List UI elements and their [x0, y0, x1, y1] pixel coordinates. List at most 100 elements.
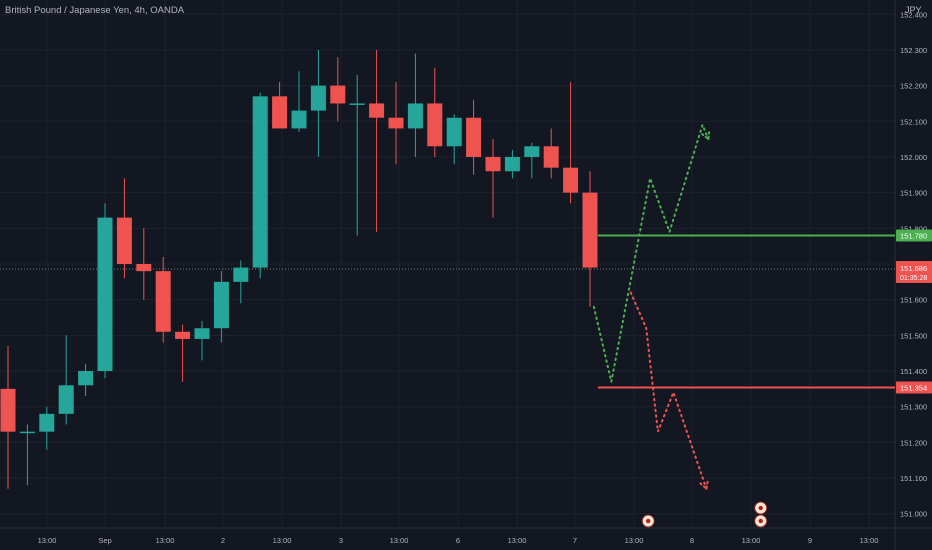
- candle-body: [446, 117, 462, 147]
- candle-body: [97, 217, 113, 372]
- y-tick-label: 152.000: [900, 153, 927, 162]
- candle-body: [407, 103, 423, 129]
- candle-body: [136, 264, 152, 272]
- y-tick-label: 152.200: [900, 82, 927, 91]
- y-tick-label: 152.100: [900, 117, 927, 126]
- candle-body: [330, 85, 346, 104]
- x-tick-label: 13:00: [860, 536, 879, 545]
- candle-body: [233, 267, 249, 282]
- y-tick-label: 151.000: [900, 510, 927, 519]
- candle-body: [78, 371, 94, 386]
- x-tick-label: 7: [573, 536, 577, 545]
- y-tick-label: 151.500: [900, 331, 927, 340]
- x-tick-label: 13:00: [742, 536, 761, 545]
- price-line-label-bg: [896, 229, 932, 242]
- candle-body: [543, 146, 559, 168]
- candle: [407, 53, 423, 157]
- x-tick-label: 13:00: [38, 536, 57, 545]
- candle: [291, 71, 307, 132]
- countdown-label: 01:35:28: [900, 275, 927, 282]
- candle: [19, 424, 35, 486]
- candle: [194, 321, 210, 361]
- candle-body: [524, 146, 540, 157]
- candle: [427, 67, 443, 157]
- event-marker-dot: [646, 518, 651, 524]
- price-line-label: 151.780: [900, 231, 927, 240]
- candle-body: [116, 217, 132, 264]
- candle-body: [39, 413, 55, 432]
- candle-body: [175, 331, 191, 339]
- candle: [175, 324, 191, 382]
- candle-body: [194, 328, 210, 339]
- y-tick-label: 151.400: [900, 367, 927, 376]
- candle: [116, 178, 132, 279]
- x-tick-label: 6: [456, 536, 460, 545]
- candle-body: [369, 103, 385, 118]
- candle-body: [155, 271, 171, 332]
- candle: [213, 271, 229, 343]
- candle-body: [291, 110, 307, 129]
- current-price-label: 151.686: [900, 264, 927, 273]
- candle: [252, 92, 268, 279]
- x-tick-label: 13:00: [273, 536, 292, 545]
- x-tick-label: 8: [690, 536, 694, 545]
- candle-body: [388, 117, 404, 129]
- candle: [155, 256, 171, 343]
- candle-body: [563, 167, 579, 193]
- candle: [233, 260, 249, 304]
- candle: [78, 363, 94, 396]
- x-tick-label: 13:00: [625, 536, 644, 545]
- x-tick-label: Sep: [98, 536, 111, 545]
- projection-down-path-arrowhead: [699, 479, 709, 491]
- candle: [310, 49, 326, 157]
- candle: [97, 203, 113, 379]
- currency-label: JPY: [905, 5, 922, 15]
- projection-up-path: [592, 121, 710, 382]
- candle-body: [213, 281, 229, 329]
- candle-body: [504, 156, 520, 172]
- y-tick-label: 151.600: [900, 296, 927, 305]
- y-tick-label: 152.300: [900, 46, 927, 55]
- candle: [272, 82, 288, 129]
- y-tick-label: 151.200: [900, 438, 927, 447]
- candle: [504, 149, 520, 179]
- event-marker-dot: [758, 518, 763, 524]
- x-tick-label: 13:00: [508, 536, 527, 545]
- candle: [58, 335, 74, 425]
- candle: [563, 82, 579, 204]
- candle: [466, 99, 482, 175]
- candle: [543, 128, 559, 179]
- current-price-label-bg: [896, 260, 932, 283]
- candle: [330, 57, 346, 122]
- event-marker-dot: [758, 505, 763, 511]
- candle: [369, 49, 385, 232]
- candle-body: [466, 117, 482, 157]
- x-tick-label: 3: [339, 536, 343, 545]
- candle: [39, 406, 55, 450]
- y-tick-label: 152.400: [900, 10, 927, 19]
- x-tick-label: 2: [221, 536, 225, 545]
- candle: [485, 139, 501, 218]
- chart-title: British Pound / Japanese Yen, 4h, OANDA: [5, 5, 185, 16]
- candle: [0, 346, 16, 489]
- x-tick-label: 13:00: [390, 536, 409, 545]
- y-tick-label: 151.900: [900, 189, 927, 198]
- y-tick-label: 151.300: [900, 403, 927, 412]
- price-line-label: 151.354: [900, 383, 927, 392]
- candle: [388, 82, 404, 165]
- candle-body: [58, 385, 74, 414]
- x-tick-label: 13:00: [156, 536, 175, 545]
- x-tick-label: 9: [808, 536, 812, 545]
- candle: [136, 228, 152, 300]
- y-tick-label: 151.800: [900, 224, 927, 233]
- candle-body: [427, 103, 443, 147]
- candle-body: [349, 103, 365, 105]
- candle-body: [310, 85, 326, 111]
- candle-body: [0, 388, 16, 432]
- candle: [446, 114, 462, 165]
- candle: [582, 171, 598, 307]
- candle-body: [582, 192, 598, 268]
- candle-body: [272, 96, 288, 129]
- candle-body: [485, 156, 501, 172]
